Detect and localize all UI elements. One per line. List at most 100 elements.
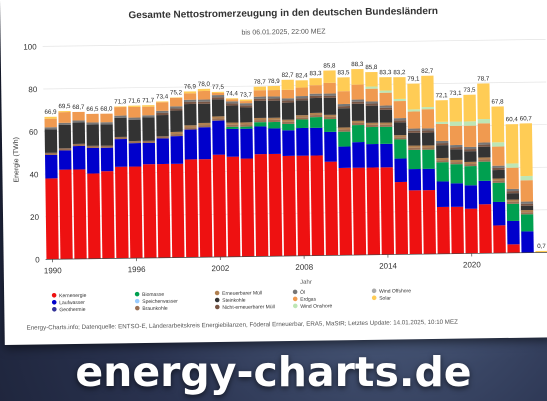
bar-2003-erneuerbarer-m-ll <box>226 122 239 125</box>
bar-2015--l <box>393 118 407 121</box>
bar-2004-kernenergie <box>240 158 255 257</box>
bar-2020--l <box>464 146 477 150</box>
stacked-bar-chart: Gesamte Nettostromerzeugung in den deuts… <box>13 6 547 332</box>
bar-2003-kernenergie <box>226 156 241 257</box>
bar-2009--l <box>309 93 322 96</box>
brand-wordmark: energy-charts.de <box>75 348 472 396</box>
bar-2009-braunkohle <box>309 114 323 118</box>
bar-2017--l <box>421 128 435 131</box>
bar-1990-kernenergie <box>45 178 59 260</box>
total-label-1997: 71,7 <box>142 97 155 104</box>
bar-1995--l <box>114 115 127 118</box>
bar-2018-wind-onshore <box>435 121 449 124</box>
bar-2021-steinkohle <box>478 146 491 158</box>
bar-2002-erdgas <box>211 92 225 96</box>
bar-2007-steinkohle <box>281 102 295 120</box>
bar-2010-solar <box>323 70 336 83</box>
bar-2004-braunkohle <box>240 124 253 127</box>
bar-2005-erdgas <box>253 90 267 97</box>
bar-2024-steinkohle <box>520 205 534 211</box>
bar-2004-solar <box>239 99 253 102</box>
bar-2012-steinkohle <box>351 103 365 121</box>
bar-2001-solar <box>197 88 211 92</box>
total-label-2001: 78,0 <box>198 81 211 88</box>
bar-2014-braunkohle <box>379 124 393 127</box>
gridline-y-20 <box>45 209 547 218</box>
bar-1992-laufwasser <box>72 145 86 170</box>
bar-2022--l <box>492 165 505 168</box>
data-labels: 66,969,5 68,7 66,5 68,071,3 71,6 71,773,475,2… <box>44 61 546 250</box>
bar-1996--l <box>128 117 141 120</box>
bar-2001-erneuerbarer-m-ll <box>198 122 211 126</box>
chart-subtitle: bis 06.01.2025, 22:00 MEZ <box>241 28 326 36</box>
bar-2002-nicht-erneuerbarer-m-ll <box>211 97 225 100</box>
bar-2008-steinkohle <box>295 100 309 116</box>
bar-2003-erdgas <box>225 99 239 102</box>
bar-2002--l <box>211 94 225 98</box>
bar-2023-nicht-erneuerbarer-m-ll <box>506 191 519 194</box>
bar-2022-braunkohle <box>492 180 505 183</box>
bar-2021-nicht-erneuerbarer-m-ll <box>478 144 491 147</box>
bar-2010-kernenergie <box>324 161 339 256</box>
bar-2011-steinkohle <box>337 108 351 128</box>
bar-2004-laufwasser <box>240 128 253 159</box>
legend-label-laufwasser: Laufwasser <box>59 300 85 306</box>
bar-1998-kernenergie <box>156 163 171 258</box>
bar-2004-nicht-erneuerbarer-m-ll <box>239 105 253 108</box>
chart-title: Gesamte Nettostromerzeugung in den deuts… <box>128 6 438 21</box>
y-tick-label-40: 40 <box>29 170 39 179</box>
bar-2024-braunkohle <box>520 212 534 215</box>
bar-2012-kernenergie <box>352 167 367 256</box>
bar-1992-steinkohle <box>72 122 86 144</box>
bar-2011-erneuerbarer-m-ll <box>338 127 351 130</box>
legend-swatch-nicht-erneuerbarer-m-ll <box>215 304 220 310</box>
bar-2006-kernenergie <box>268 153 283 257</box>
legend-label-wind-onshore: Wind Onshore <box>300 303 332 309</box>
bar-2019-kernenergie <box>450 206 464 254</box>
bar-2005-laufwasser <box>254 126 267 155</box>
bar-2013-laufwasser <box>366 143 379 168</box>
bar-2015-solar <box>393 77 406 100</box>
bar-2003-nicht-erneuerbarer-m-ll <box>225 103 239 106</box>
bar-2022-steinkohle <box>492 169 505 179</box>
bar-2000-nicht-erneuerbarer-m-ll <box>184 101 197 105</box>
legend: KernenergieLaufwasserGeothermieBiomasseS… <box>51 288 411 313</box>
bar-2022-biomasse <box>492 182 506 203</box>
bar-1995-steinkohle <box>114 117 127 138</box>
bar-1999-erdgas <box>169 97 183 107</box>
bar-1997-solar <box>142 105 155 107</box>
bar-2007-solar <box>281 79 294 90</box>
bar-2015-braunkohle <box>394 137 407 140</box>
bar-2016--l <box>407 128 421 131</box>
bar-1999-solar <box>169 97 183 98</box>
bar-2013-erdgas <box>365 88 378 102</box>
bar-2024-laufwasser <box>521 231 534 253</box>
bar-2020-erneuerbarer-m-ll <box>464 161 477 165</box>
bar-2023-steinkohle <box>506 193 520 200</box>
bar-2000-erneuerbarer-m-ll <box>184 125 197 128</box>
bar-2014--l <box>379 105 393 108</box>
total-label-1995: 71,3 <box>114 98 127 105</box>
bar-2007-erdgas <box>281 89 295 99</box>
bar-2016-steinkohle <box>408 132 421 146</box>
bar-2021-braunkohle <box>478 159 491 162</box>
bar-2023-solar <box>505 124 519 164</box>
legend-swatch-wind-onshore <box>292 303 298 309</box>
bar-2019-biomasse <box>450 164 463 184</box>
bar-1990-braunkohle <box>44 152 58 156</box>
bar-2009-nicht-erneuerbarer-m-ll <box>309 95 323 99</box>
bar-1999--l <box>170 106 183 109</box>
bar-2008-biomasse <box>296 119 309 129</box>
bar-2006-steinkohle <box>267 100 281 118</box>
legend-label-erneuerbarer-m-ll: Erneuerbarer Müll <box>222 290 262 297</box>
bar-2020-laufwasser <box>464 185 478 209</box>
bar-1991-solar <box>58 110 71 113</box>
total-label-2009: 83,3 <box>309 70 322 77</box>
bar-2001-kernenergie <box>198 159 213 258</box>
bar-1996-erdgas <box>128 106 141 118</box>
bar-2013--l <box>365 101 378 104</box>
bar-2014-biomasse <box>379 126 393 144</box>
bar-1996-laufwasser <box>128 143 142 167</box>
bar-2005-steinkohle <box>253 100 267 119</box>
gridline-y-80 <box>43 81 547 90</box>
